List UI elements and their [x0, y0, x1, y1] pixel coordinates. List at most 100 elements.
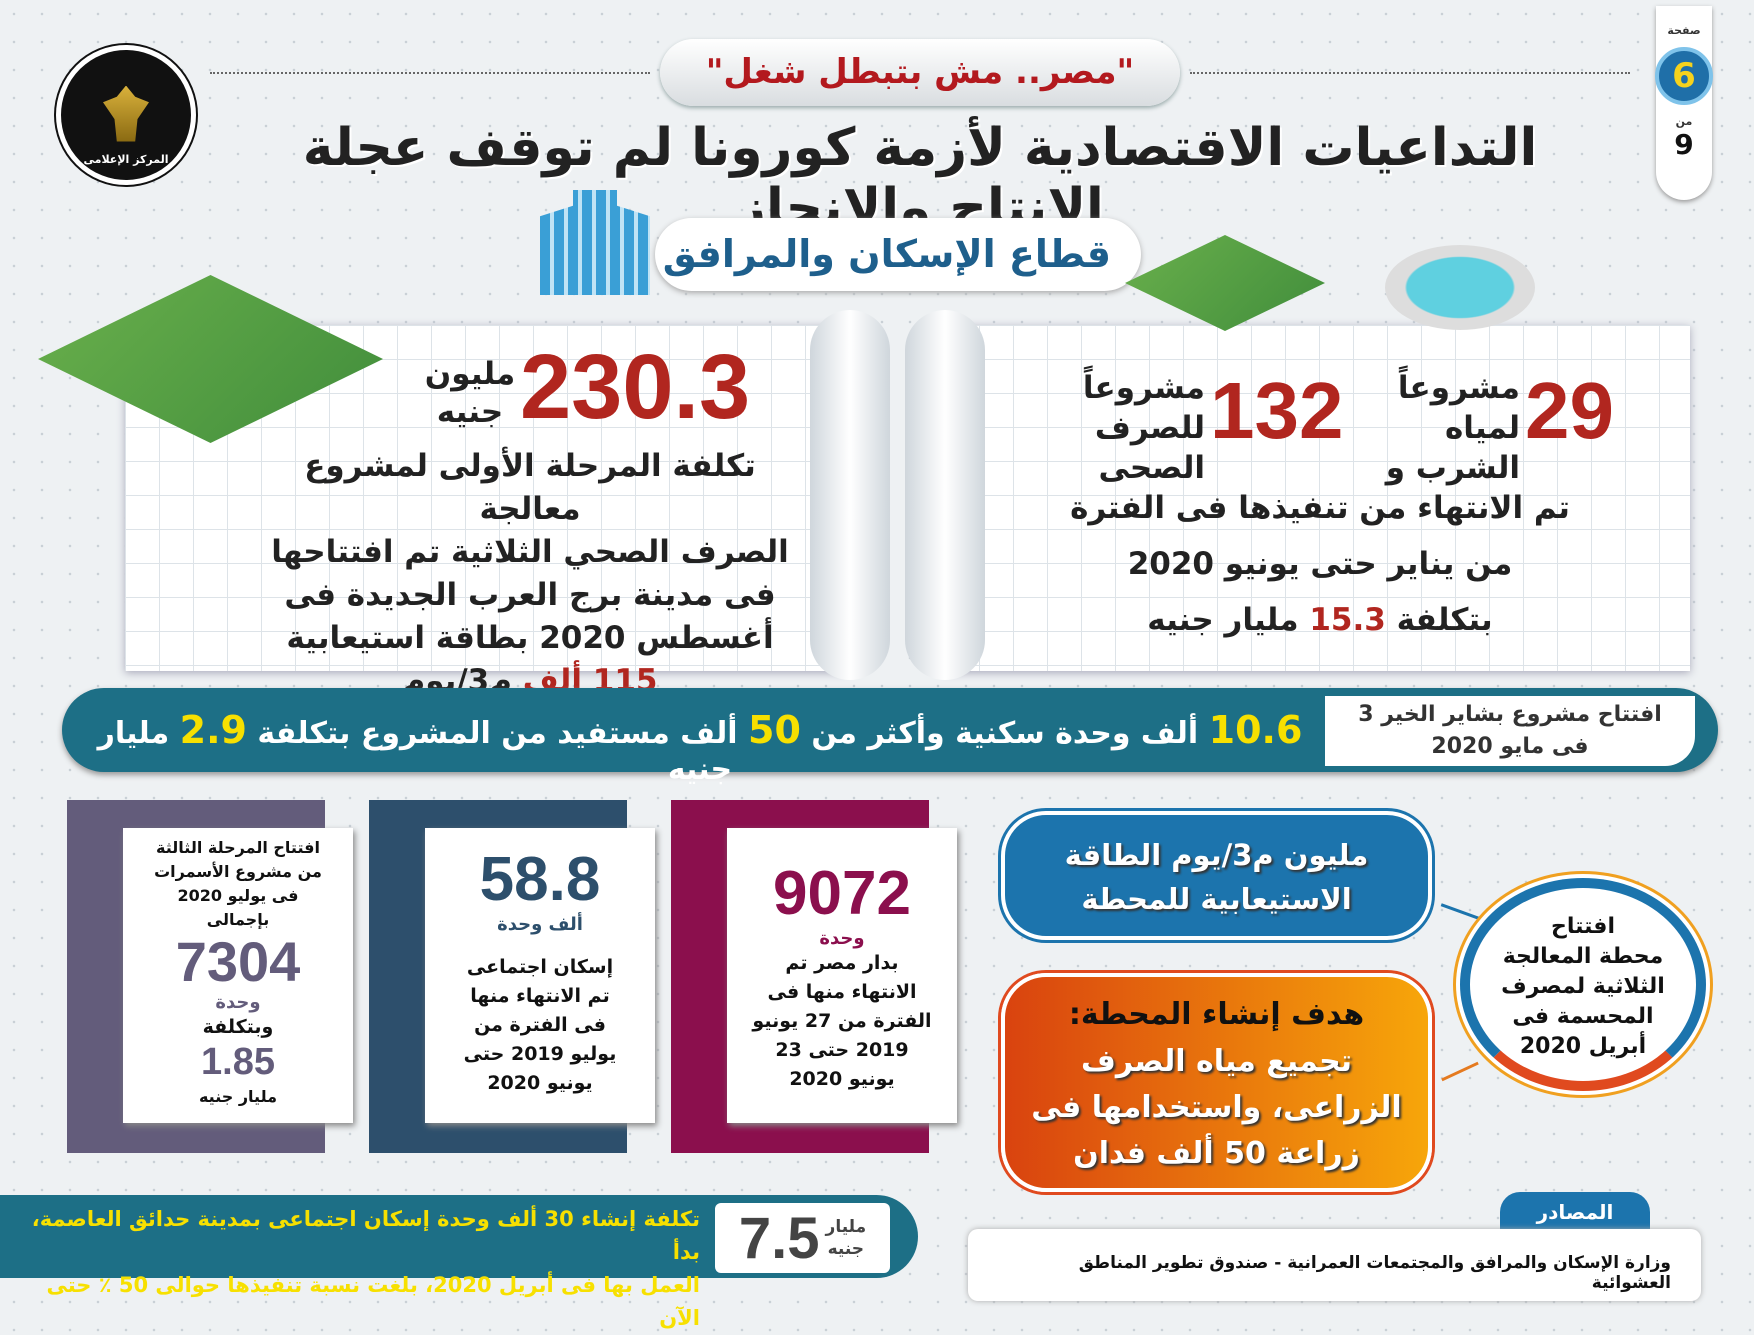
units-value: 10.6	[1208, 708, 1303, 752]
logo-text-bottom: المركز الإعلامى	[83, 153, 169, 166]
text-line: تكلفة المرحلة الأولى لمشروع معالجة	[304, 448, 756, 527]
divider	[1190, 72, 1630, 74]
label: مشروعاً	[1397, 370, 1520, 406]
text-line: 2019 حتى 23	[775, 1039, 909, 1061]
text: مليار جنيه	[97, 716, 733, 787]
text-line: زراعة 50 ألف فدان	[1073, 1136, 1360, 1171]
cost-unit: مليار جنيه	[826, 1216, 867, 1260]
card-value: 9072	[773, 859, 911, 928]
text-line: مليون م3/يوم الطاقة	[1064, 838, 1369, 872]
page-total: 9	[1674, 128, 1694, 161]
banner-text: 10.6 ألف وحدة سكنية وأكثر من 50 ألف مستف…	[90, 708, 1310, 787]
unit: مليار	[825, 1217, 867, 1237]
eagle-icon	[103, 85, 149, 142]
sources-text: وزارة الإسكان والمرافق والمجتمعات العمرا…	[968, 1229, 1701, 1301]
goal-box: هدف إنشاء المحطة: تجميع مياه الصرف الزرا…	[1001, 973, 1432, 1192]
water-tank-illustration	[1385, 245, 1535, 330]
scroll-roll	[810, 310, 890, 680]
slogan: "مصر.. مش بتبطل شغل"	[660, 39, 1180, 106]
goal-title: هدف إنشاء المحطة:	[1068, 997, 1365, 1032]
text-line: تجميع مياه الصرف	[1080, 1044, 1353, 1079]
text-line: أغسطس 2020 بطاقة استيعابية	[286, 620, 774, 656]
text-line: فى يوليو 2020	[177, 886, 299, 905]
text-line: الصرف الصحي الثلاثية تم افتتاحها	[271, 534, 789, 570]
text-line: افتتاح	[1550, 914, 1616, 939]
logo-text-top	[124, 64, 127, 74]
page-of-label: من	[1675, 115, 1693, 128]
cost-value: 230.3	[520, 336, 751, 438]
station-circle: افتتاح محطة المعالجة الثلاثية لمصرف المح…	[1460, 878, 1706, 1091]
sewage-label: مشروعاً للصرف الصحى	[1025, 368, 1205, 488]
text: ألف وحدة سكنية وأكثر من	[811, 716, 1199, 751]
cost-value: 7.5	[738, 1205, 820, 1271]
card-unit: وحدة	[819, 928, 865, 949]
sector-label: قطاع الإسكان والمرافق	[655, 218, 1141, 291]
right-panel	[945, 325, 1690, 671]
sewage-count: 132	[1210, 366, 1344, 455]
scroll-roll	[905, 310, 985, 680]
text-line: افتتاح مشروع بشاير الخير 3	[1358, 702, 1662, 727]
page-title: التداعيات الاقتصادية لأزمة كورونا لم توق…	[302, 118, 1538, 238]
card-cost-unit: مليار جنيه	[198, 1087, 278, 1106]
text-line: العمل بها فى أبريل 2020، بلغت نسبة تنفيذ…	[46, 1273, 700, 1330]
page-indicator: صفحة 6 من 9	[1655, 6, 1713, 200]
text: بتكلفة	[1396, 602, 1493, 638]
text-line: الزراعى، واستخدامها فى	[1031, 1090, 1402, 1125]
banner-label-box: افتتاح مشروع بشاير الخير 3 فى مايو 2020	[1325, 696, 1695, 766]
left-description: تكلفة المرحلة الأولى لمشروع معالجة الصرف…	[270, 445, 790, 703]
card-asmarat: افتتاح المرحلة الثالثة من مشروع الأسمرات…	[67, 800, 353, 1153]
text-line: يوليو 2019 حتى	[463, 1043, 617, 1065]
unit: جنيه	[827, 1239, 865, 1259]
text-line: وبتكلفة	[202, 1016, 274, 1038]
text-line: فى الفترة من	[474, 1014, 606, 1036]
cabinet-logo: المركز الإعلامى	[56, 45, 196, 185]
text-line: إسكان اجتماعى	[466, 956, 614, 978]
card-unit: وحدة	[215, 992, 261, 1013]
card-dar-misr: 9072 وحدة بدار مصر تم الانتهاء منها فى ا…	[671, 800, 957, 1153]
text-line: بإجمالى	[206, 910, 270, 929]
unit-pound: جنيه	[436, 394, 504, 430]
capital-gardens-text: تكلفة إنشاء 30 ألف وحدة إسكان اجتماعى بم…	[10, 1203, 700, 1335]
page-label: صفحة	[1667, 24, 1701, 37]
text-line: الاستيعابية للمحطة	[1081, 882, 1352, 916]
right-description: تم الانتهاء من تنفيذها فى الفترة من يناي…	[1010, 480, 1630, 648]
text-line: تم الانتهاء منها	[470, 985, 610, 1007]
card-value: 58.8	[479, 845, 601, 914]
drinking-water-label: مشروعاً لمياه الشرب و	[1340, 368, 1520, 488]
text-line: فى مدينة برج العرب الجديدة فى	[284, 577, 776, 613]
text-line: يونيو 2020	[487, 1072, 593, 1094]
text: ألف مستفيد من المشروع بتكلفة	[257, 716, 738, 751]
cost-value: 2.9	[179, 708, 247, 752]
arrow-icon	[1441, 1061, 1479, 1082]
text-line: محطة المعالجة	[1502, 944, 1664, 969]
cost-unit: مليون جنيه	[420, 355, 520, 431]
text-line: الفترة من 27 يونيو	[752, 1010, 932, 1032]
total-cost-value: 15.3	[1309, 602, 1386, 638]
text-line: الثلاثية لمصرف	[1501, 974, 1665, 999]
label: مشروعاً	[1082, 370, 1205, 406]
divider	[210, 72, 650, 74]
card-value: 7304	[175, 930, 301, 993]
text-line: فى مايو 2020	[1431, 734, 1589, 759]
text-line: يونيو 2020	[789, 1068, 895, 1090]
text: مليار جنيه	[1147, 602, 1299, 638]
beneficiaries-value: 50	[748, 708, 801, 752]
card-unit: ألف وحدة	[497, 914, 583, 935]
card-cost-value: 1.85	[201, 1041, 275, 1083]
unit-million: مليون	[424, 356, 516, 392]
page-current: 6	[1655, 47, 1713, 105]
capital-gardens-cost: مليار جنيه 7.5	[715, 1203, 890, 1273]
text-line: من مشروع الأسمرات	[154, 862, 322, 881]
text-line: افتتاح المرحلة الثالثة	[156, 838, 320, 857]
label: لمياه الشرب و	[1385, 410, 1520, 486]
card-social-housing: 58.8 ألف وحدة إسكان اجتماعى تم الانتهاء …	[369, 800, 655, 1153]
text-line: تكلفة إنشاء 30 ألف وحدة إسكان اجتماعى بم…	[31, 1207, 700, 1264]
drinking-water-count: 29	[1525, 366, 1614, 455]
left-panel	[125, 325, 845, 671]
text-line: الانتهاء منها فى	[767, 981, 917, 1003]
text-line: بدار مصر تم	[785, 952, 899, 974]
text-line: أبريل 2020	[1519, 1034, 1647, 1059]
label: للصرف الصحى	[1094, 410, 1205, 486]
capacity-box: مليون م3/يوم الطاقة الاستيعابية للمحطة	[1001, 811, 1432, 940]
text-line: من يناير حتى يونيو 2020	[1127, 546, 1513, 582]
